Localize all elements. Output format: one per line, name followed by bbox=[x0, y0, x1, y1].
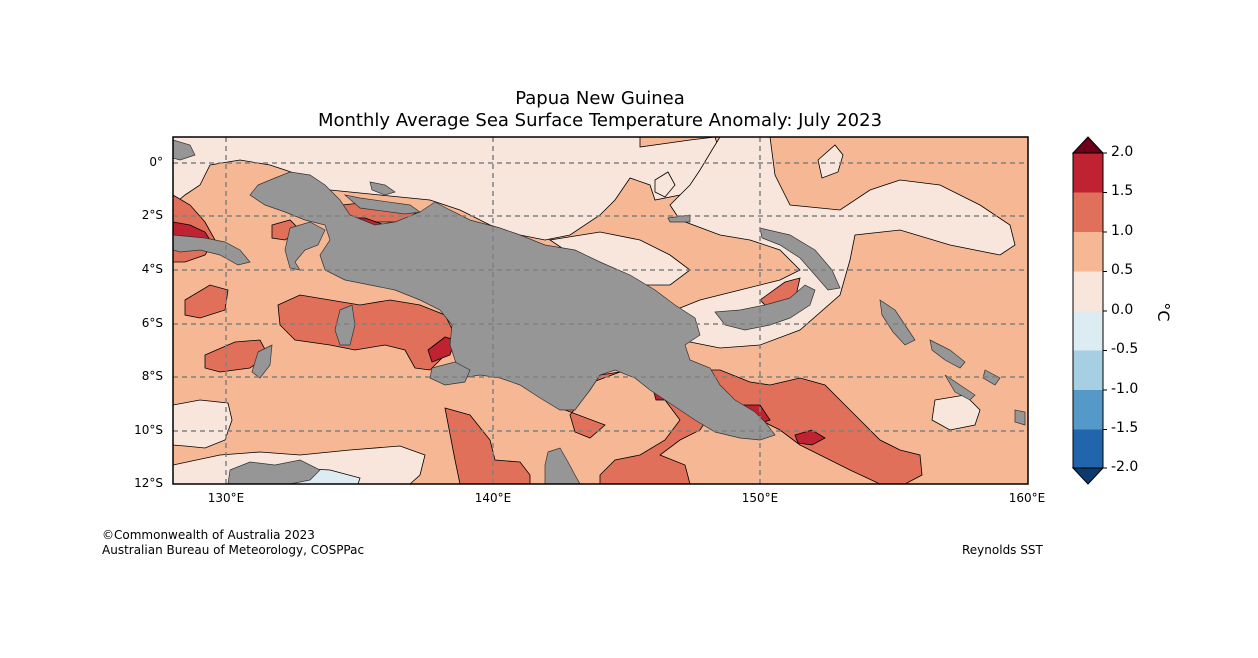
colorbar-label-0.0: 0.0 bbox=[1111, 302, 1134, 318]
colorbar-label-neg-2.0: -2.0 bbox=[1111, 459, 1139, 475]
colorbar-lower-extend bbox=[1071, 467, 1105, 485]
anomaly-1.5-2.0-east bbox=[794, 429, 826, 446]
colorbar-unit-label: °C bbox=[1154, 302, 1173, 321]
yapen-island bbox=[369, 181, 396, 196]
colorbar-segment-1.5-2.0 bbox=[1073, 153, 1103, 193]
waigeo-island bbox=[173, 139, 196, 161]
aru-islands bbox=[334, 304, 356, 346]
lat-label-12s: 12°S bbox=[134, 476, 163, 490]
tanimbar-islands bbox=[251, 344, 273, 379]
anomaly-1.0-1.5-island-west bbox=[184, 284, 229, 319]
map-frame bbox=[172, 136, 1029, 485]
anomaly-1.0-1.5-southeast bbox=[688, 369, 923, 484]
arnhem-land bbox=[227, 459, 321, 484]
colorbar-upper-extend bbox=[1071, 136, 1105, 154]
solomon-islands bbox=[929, 339, 1026, 426]
colorbar-segment-1.0-1.5 bbox=[1073, 192, 1103, 232]
frederik-hendrik-island bbox=[429, 361, 471, 386]
colorbar-label-1.5: 1.5 bbox=[1111, 183, 1134, 199]
colorbar: °C bbox=[1071, 136, 1173, 485]
colorbar-segment-neg-0.5-0 bbox=[1073, 311, 1103, 351]
map-title: Papua New Guinea bbox=[515, 88, 685, 109]
new-britain-island bbox=[714, 284, 816, 331]
map-gridlines bbox=[173, 137, 1028, 484]
colorbar-label-0.5: 0.5 bbox=[1111, 262, 1134, 278]
agency-text: Australian Bureau of Meteorology, COSPPa… bbox=[102, 543, 365, 557]
anomaly-1.0-1.5-central-west bbox=[277, 294, 456, 371]
new-ireland-island bbox=[759, 227, 841, 291]
land-masses bbox=[173, 139, 1026, 484]
colorbar-label-neg-0.5: -0.5 bbox=[1111, 341, 1139, 357]
lat-label-10s: 10°S bbox=[134, 423, 163, 437]
lat-label-2s: 2°S bbox=[141, 208, 163, 222]
lat-label-8s: 8°S bbox=[141, 369, 163, 383]
colorbar-label-2.0: 2.0 bbox=[1111, 144, 1134, 160]
anomaly-0-0.5-small-patch bbox=[654, 171, 676, 198]
cape-york bbox=[544, 447, 581, 484]
colorbar-segment-neg-1.0-neg-0.5 bbox=[1073, 350, 1103, 390]
anomaly-1.0-1.5-south-centre bbox=[444, 407, 531, 484]
biak-island bbox=[343, 194, 421, 215]
lon-label-150e: 150°E bbox=[741, 491, 779, 505]
colorbar-segment-neg-1.5-neg-1.0 bbox=[1073, 390, 1103, 430]
anomaly-0-0.5-northeast bbox=[649, 137, 1016, 349]
copyright-text: ©Commonwealth of Australia 2023 bbox=[102, 528, 315, 542]
data-source-text: Reynolds SST bbox=[962, 543, 1043, 557]
anomaly-0-0.5-southwest bbox=[173, 399, 233, 449]
halmahera-region bbox=[173, 234, 251, 266]
map-area bbox=[173, 137, 1028, 484]
manus-island bbox=[667, 214, 691, 223]
colorbar-label-neg-1.5: -1.5 bbox=[1111, 420, 1139, 436]
colorbar-segment-neg-2.0-neg-1.5 bbox=[1073, 429, 1103, 468]
colorbar-segment-0-0.5 bbox=[1073, 271, 1103, 311]
map-subtitle: Monthly Average Sea Surface Temperature … bbox=[317, 110, 883, 131]
lon-label-160e: 160°E bbox=[1008, 491, 1046, 505]
lat-label-6s: 6°S bbox=[141, 316, 163, 330]
lon-label-130e: 130°E bbox=[207, 491, 245, 505]
colorbar-label-1.0: 1.0 bbox=[1111, 223, 1134, 239]
colorbar-label-neg-1.0: -1.0 bbox=[1111, 381, 1139, 397]
lat-label-4s: 4°S bbox=[141, 262, 163, 276]
new-guinea-island bbox=[249, 171, 776, 441]
bougainville-island bbox=[879, 299, 916, 346]
colorbar-segment-0.5-1.0 bbox=[1073, 232, 1103, 272]
lat-label-0: 0° bbox=[149, 155, 163, 169]
bird-head-peninsula bbox=[284, 221, 326, 271]
lon-label-140e: 140°E bbox=[474, 491, 512, 505]
